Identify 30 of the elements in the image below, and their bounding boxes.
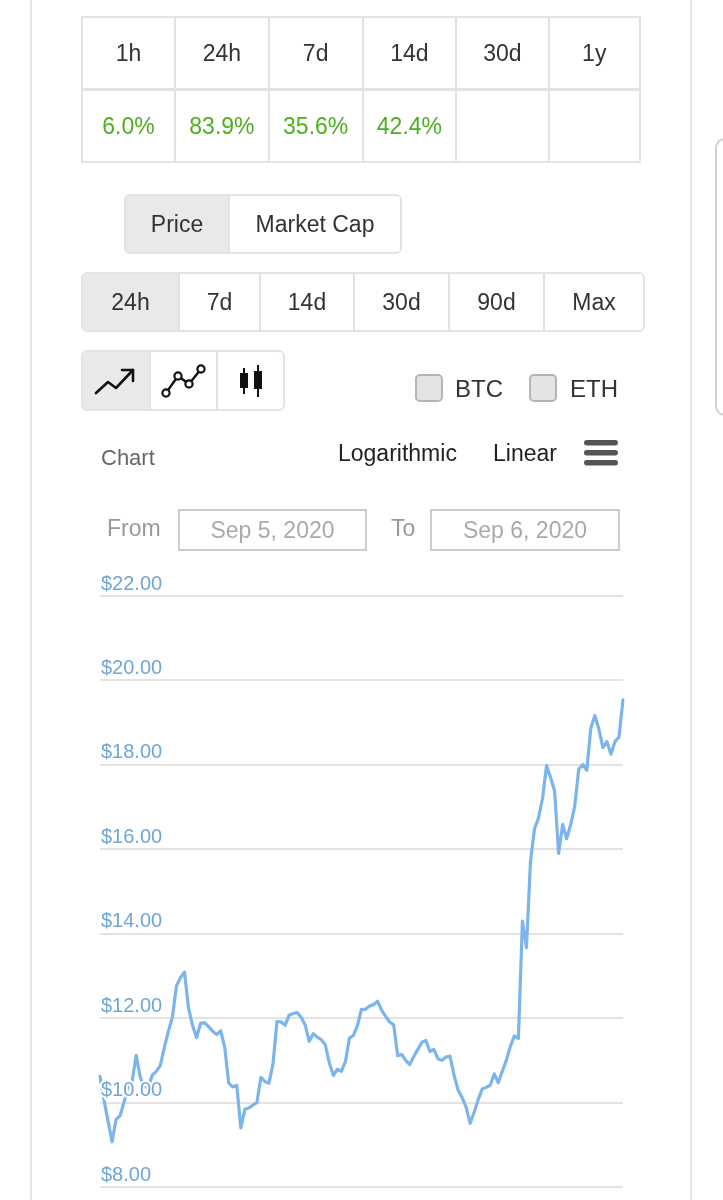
y-tick-label: $8.00 [101,1162,152,1185]
y-tick-label: $14.00 [101,909,163,932]
tab: Market Cap [228,196,400,252]
data-label: 83.9% [189,112,255,139]
data-label: 6.0% [102,112,155,139]
chart-title: Chart [101,445,155,471]
category-label: 24h [202,39,242,66]
y-tick-label: $20.00 [101,655,163,678]
y-tick-label: $18.00 [101,740,163,763]
text: Logarithmic [338,440,457,467]
text: ETH [570,375,618,403]
tab: 24h [83,274,178,330]
y-tick-label: $22.00 [101,571,163,594]
tab: Max [543,274,643,330]
y-tick-label: $16.00 [101,824,163,847]
text: Linear [493,440,557,467]
category-label: 1y [582,39,607,66]
text: BTC [455,375,503,403]
category-label: 30d [483,39,522,66]
date-field: Sep 6, 2020 [430,509,620,551]
text: From [107,515,161,542]
data-label: 42.4% [376,112,443,139]
tab: Price [126,196,228,252]
date-field: Sep 5, 2020 [178,509,367,551]
category-label: 7d [302,39,329,66]
text: To [391,515,416,542]
category-label: 1h [115,39,142,66]
data-label: 35.6% [283,112,349,139]
y-tick-label: $12.00 [101,993,163,1016]
category-label: 14d [390,39,429,66]
